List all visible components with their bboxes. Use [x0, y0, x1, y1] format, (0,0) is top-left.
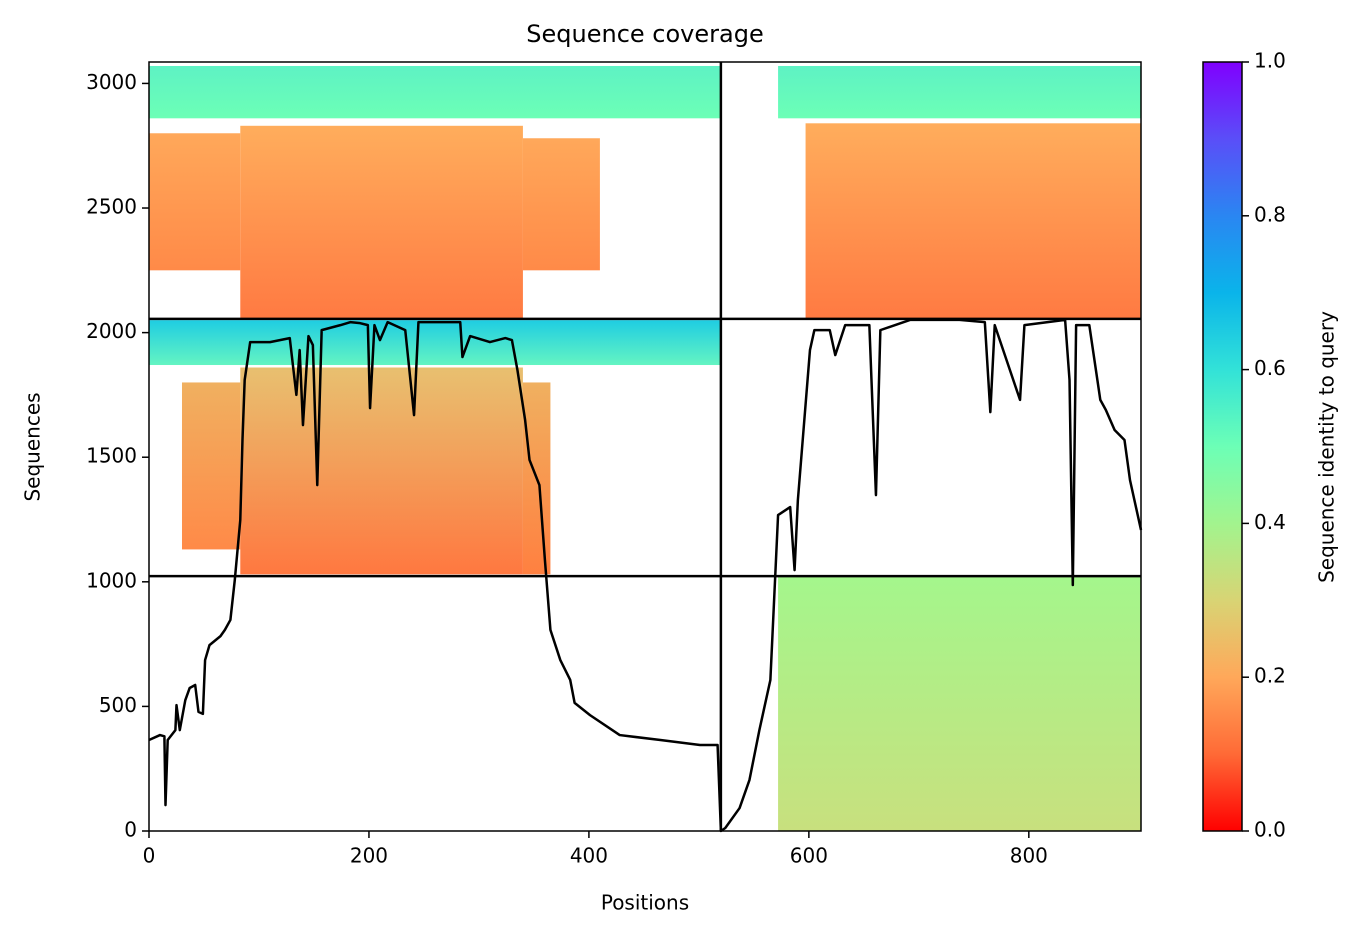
colorbar-tick-label: 0.4: [1254, 510, 1286, 534]
coverage-block: [778, 576, 1141, 831]
y-tick-label: 1500: [86, 444, 137, 468]
colorbar-tick-label: 0.8: [1254, 202, 1286, 226]
colorbar-label: Sequence identity to query: [1315, 311, 1339, 583]
colorbar-tick-label: 0.6: [1254, 356, 1286, 380]
coverage-block: [149, 65, 721, 119]
coverage-line: [148, 318, 1143, 833]
y-tick-label: 2500: [86, 195, 137, 219]
plot-frame: [148, 61, 1142, 832]
colorbar-tick-label: 1.0: [1254, 49, 1286, 73]
coverage-block: [149, 133, 241, 271]
x-axis-label: Positions: [601, 891, 689, 915]
y-axis-label: Sequences: [21, 392, 45, 501]
x-tick-label: 600: [790, 844, 828, 868]
coverage-block: [181, 382, 241, 550]
x-tick-label: 800: [1010, 844, 1048, 868]
x-tick-label: 0: [143, 844, 156, 868]
x-tick-label: 200: [350, 844, 388, 868]
y-tick-label: 3000: [86, 70, 137, 94]
coverage-block: [149, 320, 721, 366]
coverage-block: [240, 125, 523, 319]
coverage-block: [778, 65, 1141, 119]
colorbar-tick-label: 0.0: [1254, 818, 1286, 842]
coverage-block: [240, 367, 523, 575]
y-tick-label: 0: [124, 818, 137, 842]
colorbar-tick-label: 0.2: [1254, 664, 1286, 688]
x-tick-label: 400: [570, 844, 608, 868]
coverage-block: [805, 123, 1141, 319]
colorbar: [1202, 61, 1243, 832]
y-tick-label: 500: [99, 693, 137, 717]
chart-title: Sequence coverage: [526, 20, 763, 48]
y-tick-label: 1000: [86, 568, 137, 592]
y-tick-label: 2000: [86, 319, 137, 343]
coverage-block: [522, 138, 600, 271]
